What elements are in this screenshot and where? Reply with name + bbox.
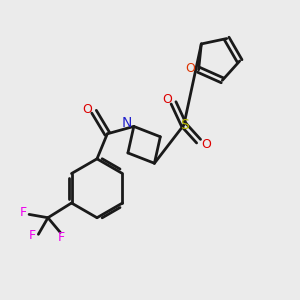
Text: O: O <box>185 62 195 75</box>
Text: F: F <box>29 229 36 242</box>
Text: N: N <box>121 116 132 130</box>
Text: F: F <box>58 231 65 244</box>
Text: O: O <box>162 93 172 106</box>
Text: O: O <box>82 103 92 116</box>
Text: S: S <box>180 118 189 132</box>
Text: F: F <box>20 206 27 219</box>
Text: O: O <box>201 138 211 151</box>
